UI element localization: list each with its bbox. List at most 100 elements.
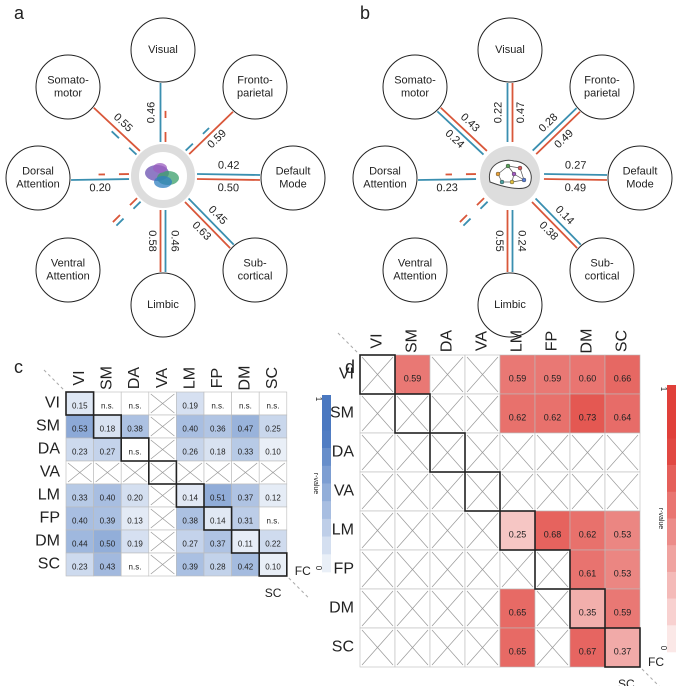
panel-letter: d: [345, 357, 355, 377]
network-node: [499, 179, 505, 185]
col-label: DA: [439, 330, 456, 353]
node: [607, 145, 673, 211]
edge-label: 0.59: [205, 127, 229, 151]
colorbar-step: [322, 518, 331, 537]
colorbar-step: [322, 501, 331, 520]
node: [130, 272, 196, 338]
cell: [569, 393, 606, 434]
cell-value: 0.27: [182, 539, 198, 548]
cell-cross: [396, 512, 429, 549]
colorbar-step: [667, 411, 676, 439]
node: [35, 237, 101, 303]
cell-value: 0.37: [238, 493, 254, 502]
cell-value: 0.18: [210, 447, 226, 456]
brain-outline: [488, 159, 532, 189]
edge-label: 0.63: [190, 219, 214, 243]
cell-cross: [361, 395, 394, 432]
cell-cross: [501, 473, 534, 510]
cell-cross: [361, 512, 394, 549]
edge-label: 0.55: [493, 230, 505, 251]
node-label: cortical: [585, 270, 620, 282]
cell-cross: [396, 629, 429, 666]
cell: [604, 510, 641, 551]
cell-value: 0.15: [72, 401, 88, 410]
sc-edge: [436, 110, 485, 156]
cell: [604, 588, 641, 629]
row-label: LM: [332, 522, 354, 539]
cell-value: 0.67: [579, 647, 597, 657]
cell-value: 0.20: [127, 493, 143, 502]
cell-value: 0.47: [238, 424, 254, 433]
cell-cross: [396, 434, 429, 471]
cell: [534, 354, 571, 395]
colorbar-step: [322, 412, 331, 431]
cell-cross: [396, 395, 429, 432]
cell-value: 0.10: [265, 562, 281, 571]
cell-cross: [150, 531, 175, 552]
row-label: LM: [38, 487, 60, 504]
cell-value: 0.65: [509, 608, 527, 618]
cell-cross: [396, 590, 429, 627]
cell-value: 0.25: [509, 530, 527, 540]
row-label: DM: [329, 600, 354, 617]
cell-value: 0.66: [614, 374, 632, 384]
cell-cross: [431, 395, 464, 432]
cell-cross: [466, 512, 499, 549]
edge-label: 0.50: [218, 182, 240, 194]
colorbar-step: [667, 598, 676, 626]
fc-edge: [184, 201, 231, 249]
network-node: [509, 179, 515, 185]
node: [477, 272, 543, 338]
diagonal-outline: [534, 549, 571, 590]
sc-edge: [185, 127, 210, 152]
cell-value: 0.62: [544, 413, 562, 423]
diagonal-outline: [359, 354, 396, 395]
col-label: VA: [474, 331, 491, 351]
cell-value: 0.26: [182, 447, 198, 456]
colorbar-step: [667, 438, 676, 466]
colorbar-step: [667, 625, 676, 653]
network-node: [517, 165, 523, 171]
row-label: DA: [38, 441, 61, 458]
node-label: Default: [623, 165, 658, 177]
cell-value: 0.40: [72, 516, 88, 525]
edge-label: 0.55: [111, 111, 135, 134]
cell-cross: [361, 590, 394, 627]
panel-letter: b: [360, 3, 370, 23]
cell-value: 0.37: [614, 647, 632, 657]
node-label: Ventral: [51, 257, 85, 269]
row-label: FP: [334, 561, 354, 578]
row-label: DA: [332, 444, 355, 461]
colorbar-step: [667, 465, 676, 493]
colorbar-max: 1: [314, 397, 323, 402]
cell: [604, 627, 641, 668]
cell-value: 0.37: [210, 539, 226, 548]
node-label: Sub-: [243, 257, 267, 269]
cell-cross: [122, 462, 148, 483]
cell-cross: [431, 629, 464, 666]
fc-edge: [110, 197, 138, 225]
diagonal-outline: [464, 471, 501, 512]
edge-label: 0.46: [168, 230, 180, 251]
cell-value: 0.43: [100, 562, 116, 571]
row-label: DM: [35, 533, 60, 550]
cell-value: 0.33: [238, 447, 254, 456]
node-label: Mode: [626, 178, 654, 190]
edge-label: 0.28: [537, 111, 561, 135]
edge-label: 0.24: [515, 230, 527, 251]
colorbar-min: 0: [314, 566, 323, 571]
cell-value: n.s.: [101, 401, 114, 410]
cell: [499, 588, 536, 629]
row-label: VA: [334, 483, 354, 500]
cell-cross: [571, 473, 604, 510]
cell-cross: [396, 473, 429, 510]
colorbar-step: [667, 571, 676, 599]
cell-cross: [536, 590, 569, 627]
sc-edge: [461, 201, 489, 228]
cell-cross: [606, 434, 639, 471]
cell-value: n.s.: [267, 516, 280, 525]
row-label: VI: [339, 366, 354, 383]
brain-tract: [153, 163, 167, 173]
cell-value: 0.19: [182, 401, 198, 410]
cell-value: 0.73: [579, 413, 597, 423]
